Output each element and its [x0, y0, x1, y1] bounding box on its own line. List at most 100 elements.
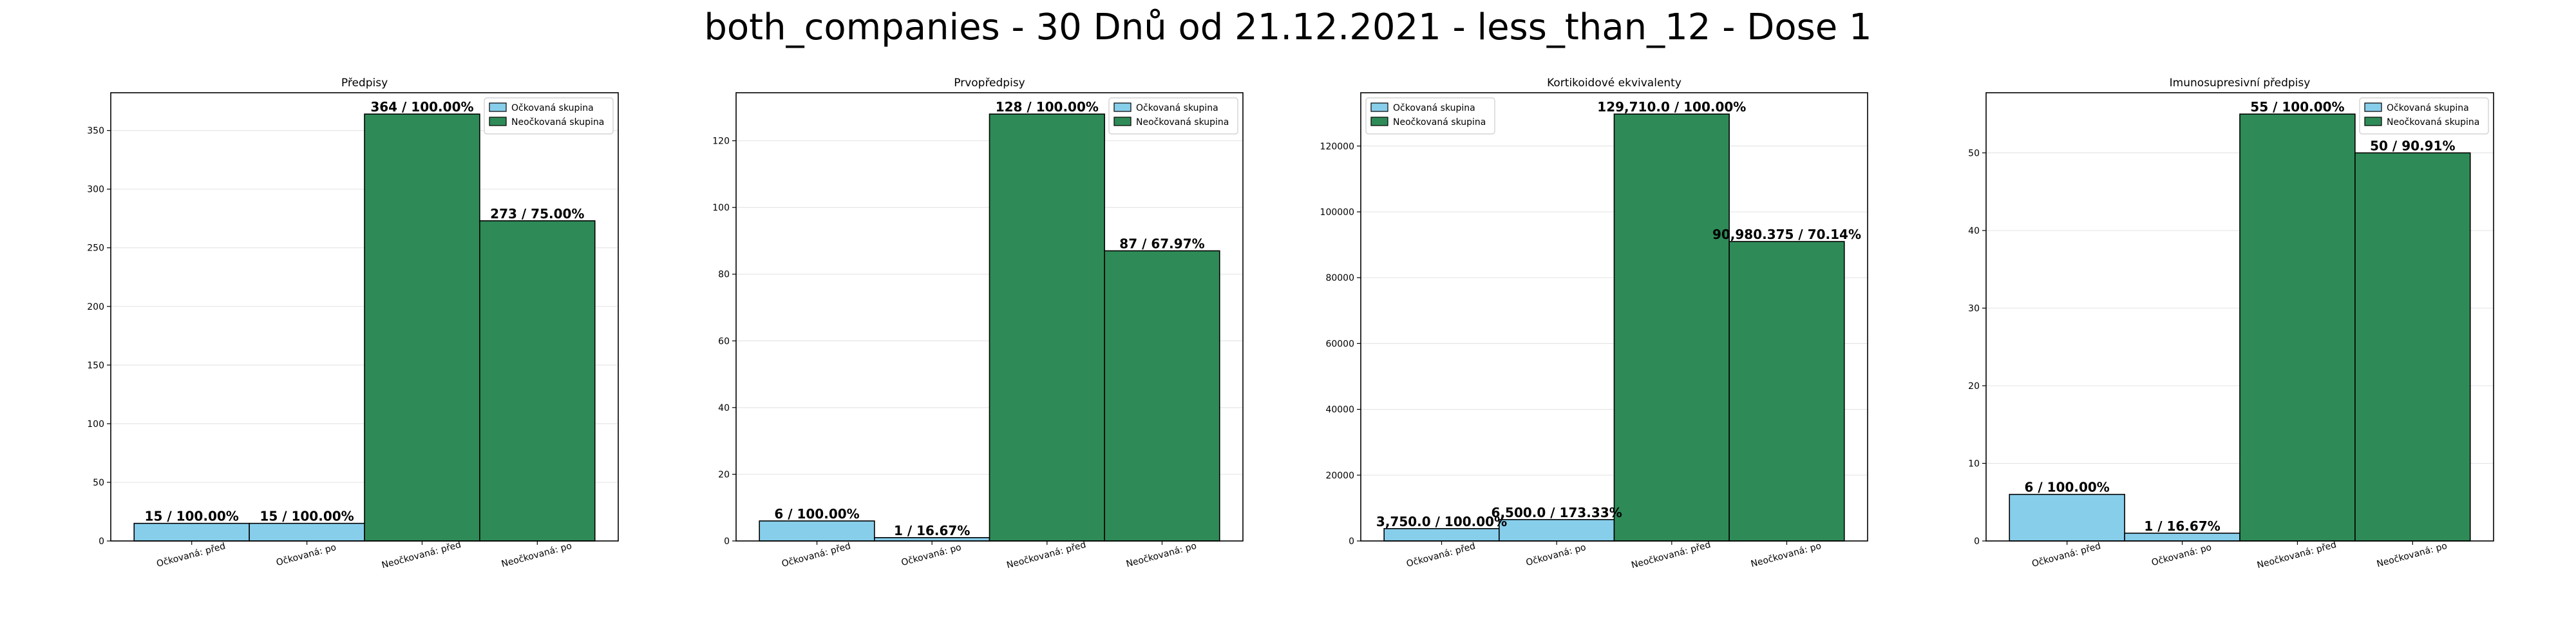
bar-value-label: 1 / 16.67% [894, 523, 970, 538]
axes-frame [110, 92, 619, 542]
x-tick-label: Očkovaná: před [1405, 541, 1477, 569]
legend-swatch [1370, 117, 1388, 126]
y-tick-label: 200 [87, 302, 104, 312]
bar [2124, 533, 2240, 542]
y-tick-label: 60 [718, 336, 730, 346]
x-tick-label: Očkovaná: po [900, 542, 963, 568]
bar-value-label: 6,500.0 / 173.33% [1492, 505, 1622, 520]
legend-box [2359, 97, 2489, 135]
y-tick-label: 30 [1968, 303, 1980, 314]
x-tick-label: Očkovaná: po [1525, 542, 1587, 568]
bar [1383, 528, 1500, 542]
y-tick-label: 40000 [1325, 405, 1354, 415]
bar [249, 522, 365, 542]
y-tick-label: 50 [1968, 148, 1980, 158]
legend-swatch [2364, 102, 2382, 112]
bar-value-label: 3,750.0 / 100.00% [1376, 514, 1507, 529]
x-tick-label: Neočkovaná: před [2256, 540, 2338, 571]
y-tick-label: 300 [87, 185, 104, 195]
x-tick-label: Neočkovaná: po [1125, 541, 1198, 570]
bar-value-label: 1 / 16.67% [2144, 518, 2220, 534]
bar-value-label: 6 / 100.00% [2024, 480, 2109, 495]
legend-swatch [1113, 102, 1132, 112]
chart-title: Prvopředpisy [954, 77, 1025, 90]
bar [2239, 113, 2356, 542]
x-tick-label: Očkovaná: před [781, 541, 852, 569]
bar-value-label: 128 / 100.00% [996, 99, 1099, 115]
y-tick-label: 80 [718, 270, 730, 280]
y-tick-label: 50 [93, 478, 104, 488]
legend-label: Neočkovaná skupina [1136, 117, 1229, 128]
legend: Očkovaná skupina Neočkovaná skupina [484, 97, 614, 135]
y-tick-label: 0 [99, 536, 104, 547]
y-tick-label: 350 [87, 126, 104, 137]
bar [133, 522, 250, 542]
axes-frame [735, 92, 1244, 542]
bar [1613, 113, 1730, 542]
x-tick-label: Neočkovaná: před [1630, 540, 1712, 571]
y-tick-label: 20 [1968, 381, 1980, 392]
x-tick-label: Očkovaná: po [2150, 542, 2213, 568]
bar [1499, 518, 1615, 542]
y-tick-label: 60000 [1325, 339, 1354, 349]
y-tick-label: 100 [87, 419, 104, 430]
bar [1104, 250, 1220, 542]
legend-swatch [489, 102, 507, 112]
legend-label: Očkovaná skupina [511, 103, 594, 113]
bar-value-label: 90,980.375 / 70.14% [1712, 227, 1861, 242]
y-tick-label: 40 [718, 403, 730, 413]
y-tick-label: 120000 [1320, 142, 1354, 152]
legend-label: Neočkovaná skupina [511, 117, 604, 128]
bar-value-label: 50 / 90.91% [2370, 138, 2455, 153]
bar [2009, 493, 2125, 542]
legend-box [1365, 97, 1495, 135]
bar [1728, 241, 1845, 542]
chart-panel: 15 / 100.00% 15 / 100.00% 364 / 100.00% 273… [87, 77, 619, 571]
x-tick-label: Očkovaná: před [2031, 541, 2102, 569]
bar [759, 520, 875, 542]
chart-title: Imunosupresivní předpisy [2170, 77, 2311, 90]
axes-frame [1360, 92, 1868, 542]
y-tick-label: 80000 [1325, 273, 1354, 283]
bar-value-label: 15 / 100.00% [145, 509, 239, 524]
x-tick-label: Očkovaná: po [275, 542, 337, 568]
bar-value-label: 55 / 100.00% [2250, 99, 2344, 115]
legend-swatch [2364, 117, 2382, 126]
bar [989, 113, 1105, 542]
bar [479, 220, 596, 542]
y-tick-label: 20 [718, 469, 730, 480]
y-tick-label: 250 [87, 243, 104, 254]
legend-box [1108, 97, 1238, 135]
bar-value-label: 87 / 67.97% [1119, 236, 1204, 251]
chart-panel: 6 / 100.00% 1 / 16.67% 55 / 100.00% 50 / 90… [1968, 77, 2494, 571]
legend-swatch [1113, 117, 1132, 126]
legend-label: Očkovaná skupina [1393, 103, 1475, 113]
bar-value-label: 15 / 100.00% [260, 509, 354, 524]
x-tick-label: Neočkovaná: po [500, 541, 573, 570]
legend-label: Neočkovaná skupina [2387, 117, 2479, 128]
legend-box [484, 97, 614, 135]
bar-value-label: 273 / 75.00% [490, 206, 584, 222]
y-tick-label: 0 [1349, 536, 1354, 547]
y-tick-label: 120 [712, 137, 730, 147]
y-tick-label: 0 [1974, 536, 1980, 547]
bar [2354, 152, 2471, 542]
axes-frame [1985, 92, 2494, 542]
bar [364, 113, 480, 542]
legend-label: Neočkovaná skupina [1393, 117, 1486, 128]
y-tick-label: 40 [1968, 226, 1980, 236]
x-tick-label: Neočkovaná: po [1750, 541, 1823, 570]
chart-title: Kortikoidové ekvivalenty [1547, 77, 1681, 90]
legend: Očkovaná skupina Neočkovaná skupina [2359, 97, 2489, 135]
y-tick-label: 10 [1968, 459, 1980, 469]
legend-label: Očkovaná skupina [1136, 103, 1218, 113]
y-tick-label: 20000 [1325, 471, 1354, 481]
legend-swatch [1370, 102, 1388, 112]
legend: Očkovaná skupina Neočkovaná skupina [1108, 97, 1238, 135]
bar-value-label: 129,710.0 / 100.00% [1597, 99, 1746, 115]
legend-label: Očkovaná skupina [2387, 103, 2469, 113]
y-tick-label: 0 [724, 536, 730, 547]
chart-title: Předpisy [341, 77, 388, 90]
y-tick-label: 100000 [1320, 207, 1354, 218]
